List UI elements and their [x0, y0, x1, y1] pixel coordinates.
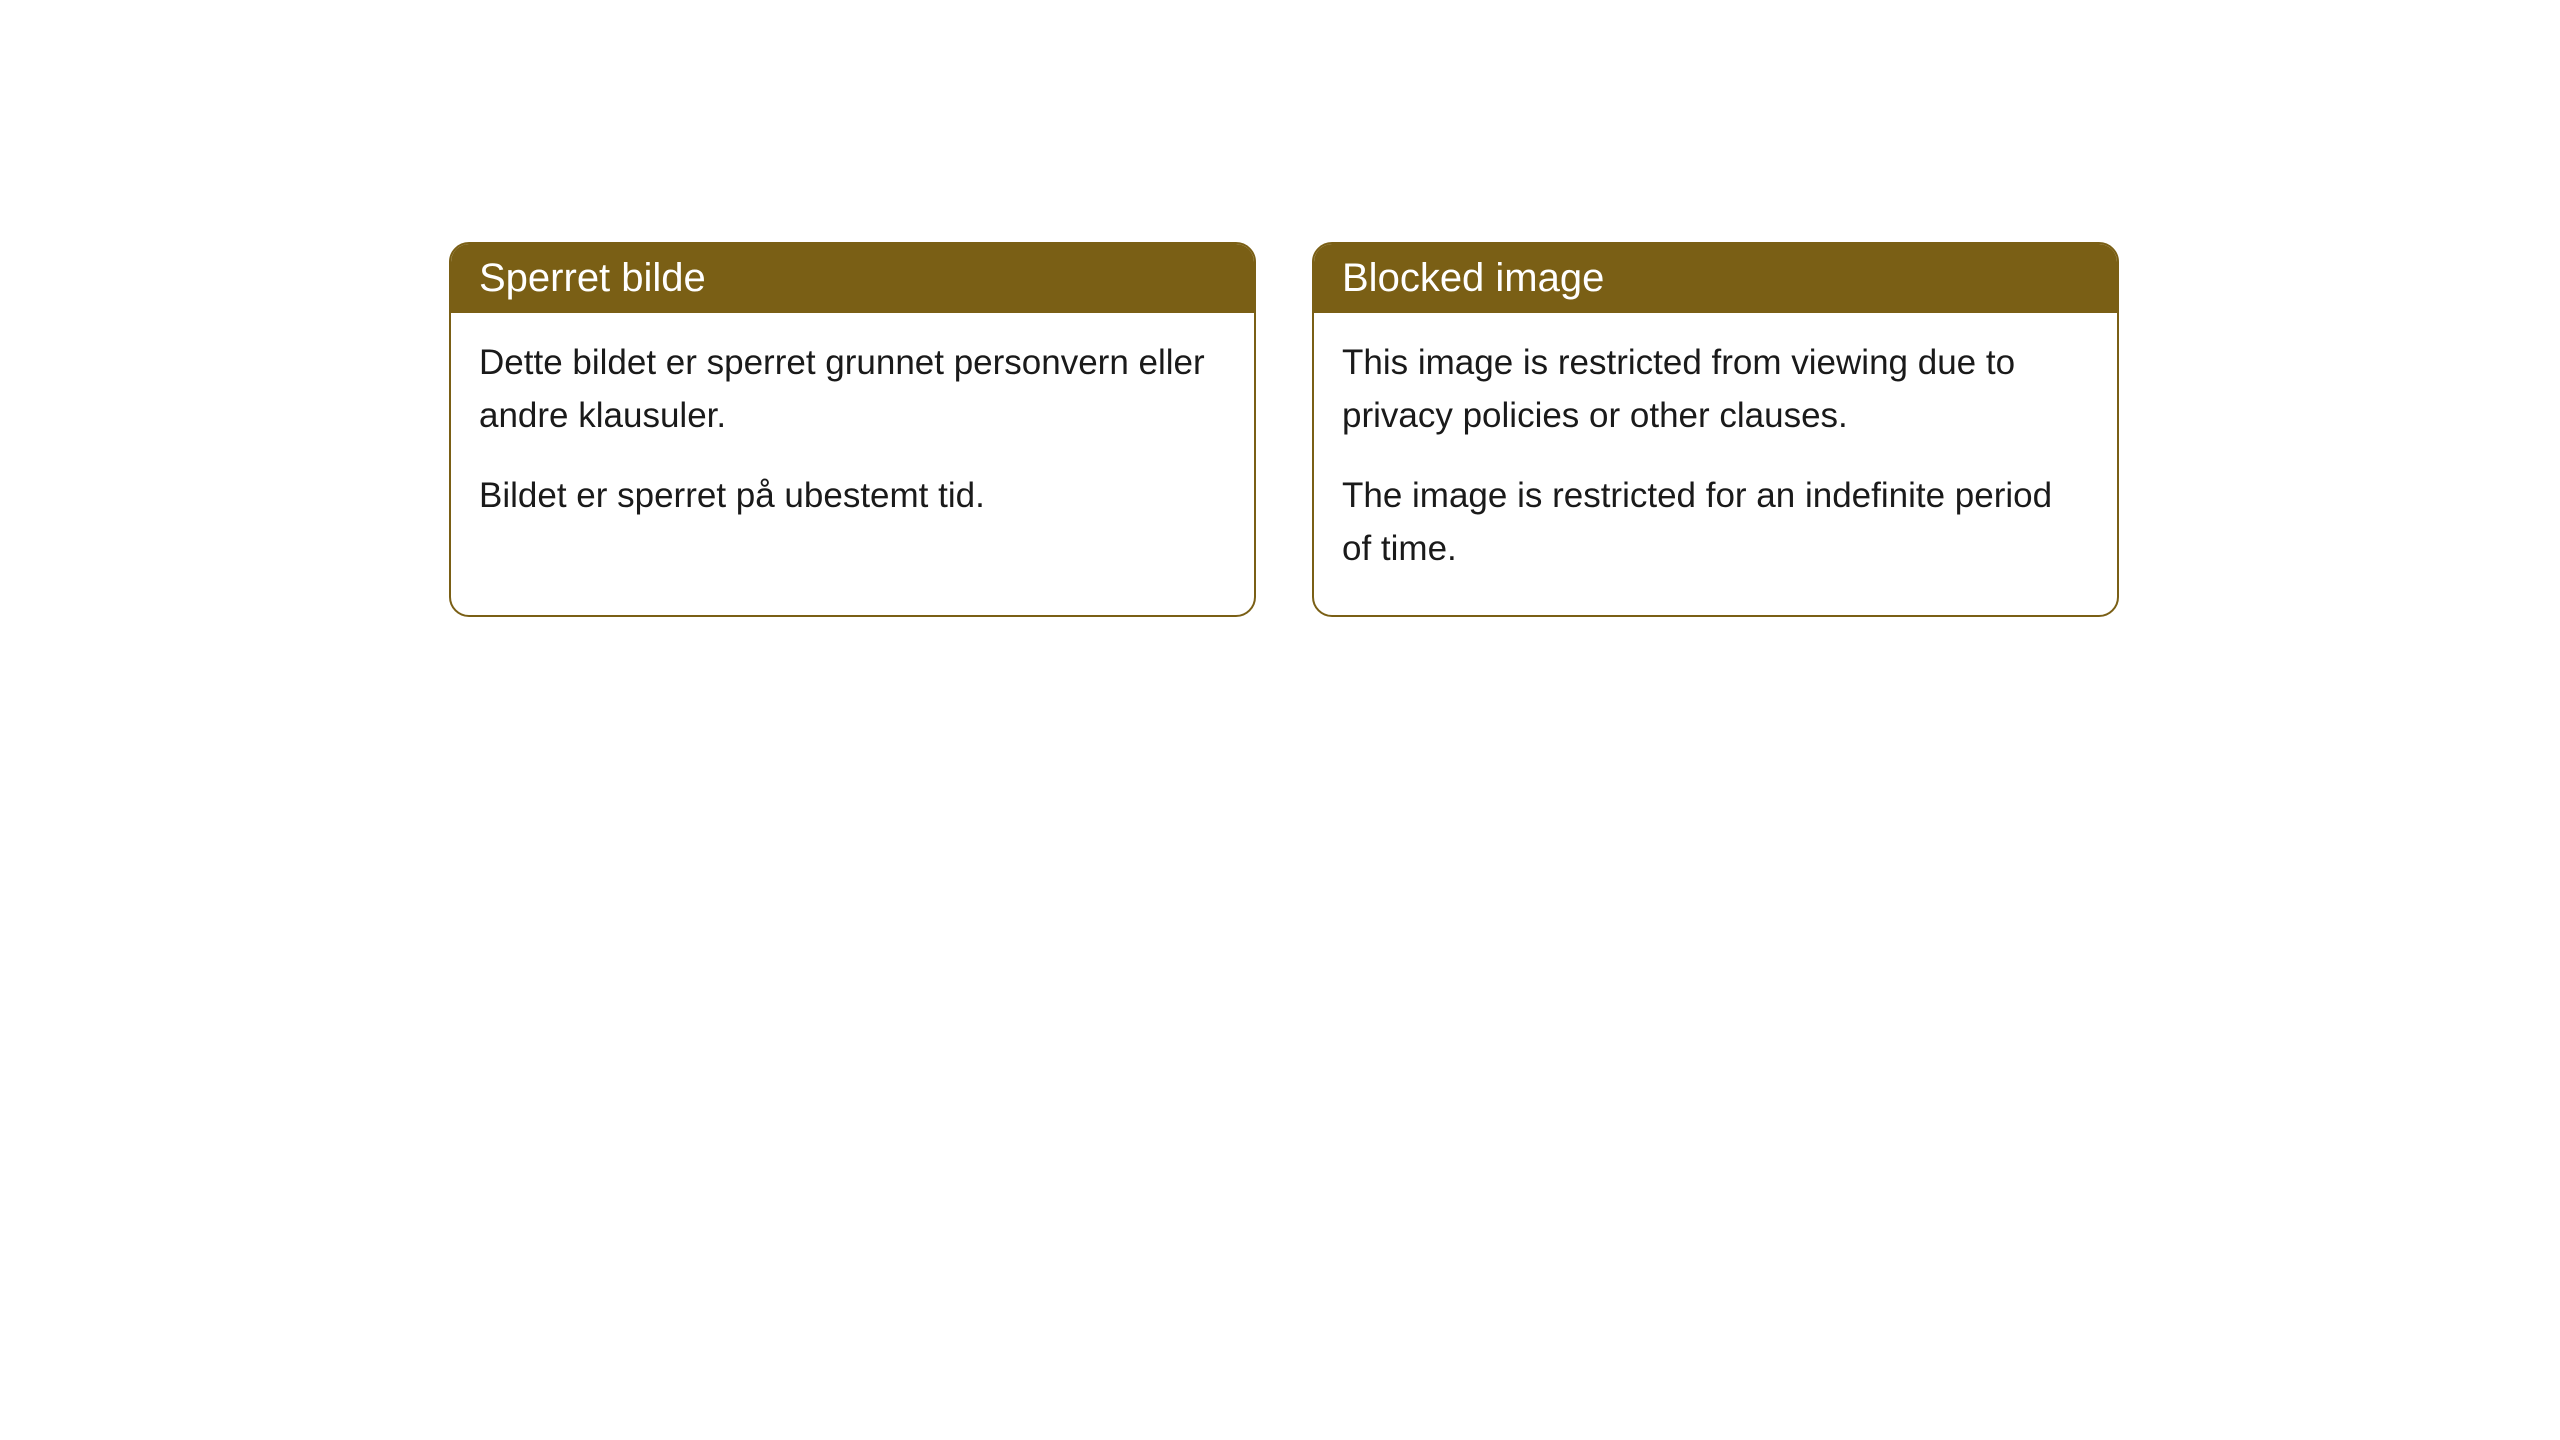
card-title-norwegian: Sperret bilde — [451, 244, 1254, 313]
card-paragraph-2-english: The image is restricted for an indefinit… — [1342, 470, 2089, 575]
card-paragraph-2-norwegian: Bildet er sperret på ubestemt tid. — [479, 470, 1226, 523]
blocked-image-card-english: Blocked image This image is restricted f… — [1312, 242, 2119, 617]
card-paragraph-1-english: This image is restricted from viewing du… — [1342, 337, 2089, 442]
card-body-norwegian: Dette bildet er sperret grunnet personve… — [451, 313, 1254, 563]
blocked-image-card-norwegian: Sperret bilde Dette bildet er sperret gr… — [449, 242, 1256, 617]
card-title-english: Blocked image — [1314, 244, 2117, 313]
card-paragraph-1-norwegian: Dette bildet er sperret grunnet personve… — [479, 337, 1226, 442]
notification-cards-container: Sperret bilde Dette bildet er sperret gr… — [449, 242, 2119, 617]
card-body-english: This image is restricted from viewing du… — [1314, 313, 2117, 615]
